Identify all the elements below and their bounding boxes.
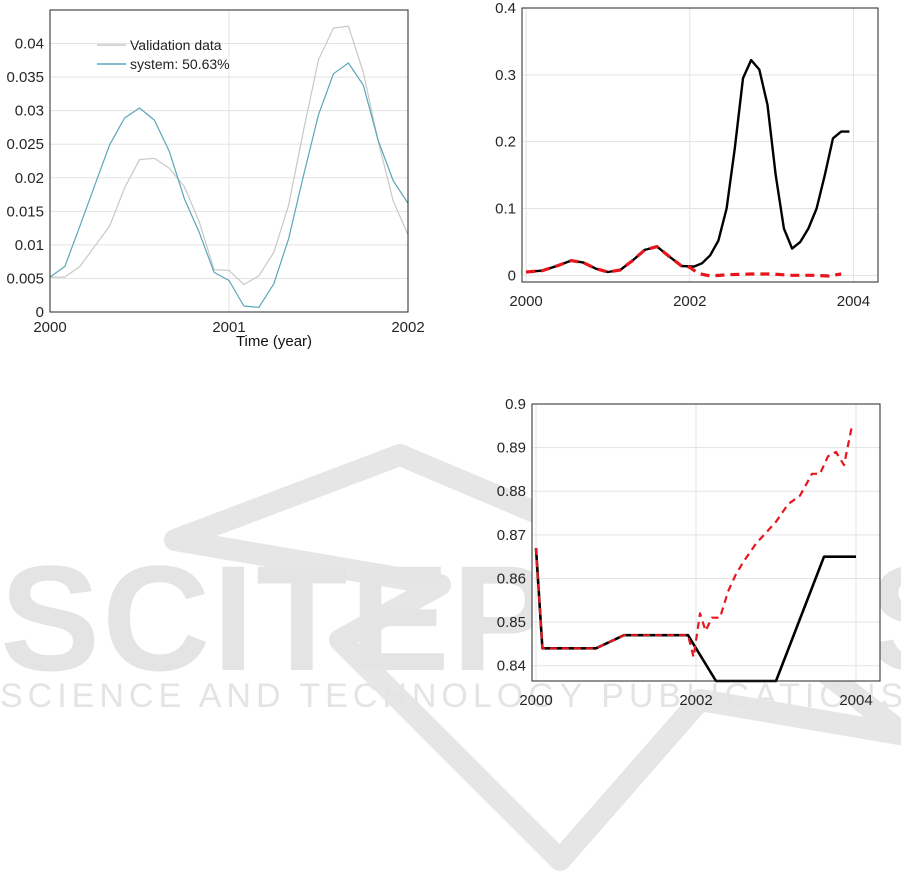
x-tick-label: 2002 xyxy=(679,692,712,709)
x-tick-label: 2002 xyxy=(391,319,424,336)
series-line-1 xyxy=(525,245,842,278)
y-tick-label: 0.88 xyxy=(497,483,526,500)
watermark-tagline: SCIENCE AND TECHNOLOGY PUBLICATIONS xyxy=(0,677,901,715)
y-tick-label: 0.84 xyxy=(497,658,526,675)
axes-frame xyxy=(49,9,409,313)
x-tick-label: 2000 xyxy=(519,692,552,709)
legend-entry-label: Validation data xyxy=(130,37,222,53)
x-tick-label: 2004 xyxy=(839,692,872,709)
legend: Validation data system: 50.63% xyxy=(97,37,230,72)
y-tick-label: 0.01 xyxy=(15,237,44,254)
x-tick-label: 2000 xyxy=(509,293,542,310)
series-line-0 xyxy=(534,547,856,683)
y-tick-label: 0 xyxy=(508,267,516,284)
y-tick-label: 0.4 xyxy=(495,0,516,17)
y-tick-label: 0.02 xyxy=(15,170,44,187)
y-tick-label: 0.035 xyxy=(6,69,44,86)
legend-entry-label: system: 50.63% xyxy=(130,56,230,72)
forecast-chart-top: 0 0.1 0.2 0.3 0.4 2000 2002 2004 xyxy=(495,0,879,310)
y-tick-label: 0.86 xyxy=(497,570,526,587)
y-tick-label: 0 xyxy=(36,304,44,321)
watermark-seal-shape xyxy=(164,444,901,871)
x-tick-label: 2004 xyxy=(837,293,870,310)
y-tick-label: 0.85 xyxy=(497,614,526,631)
y-tick-label: 0.04 xyxy=(15,36,44,53)
plot-area xyxy=(532,404,880,681)
y-tick-label: 0.1 xyxy=(495,200,516,217)
series-line-1 xyxy=(534,425,854,659)
y-tick-label: 0.005 xyxy=(6,270,44,287)
series-line-1 xyxy=(49,62,409,308)
y-tick-label: 0.3 xyxy=(495,67,516,84)
x-tick-label: 2002 xyxy=(673,293,706,310)
y-tick-label: 0.9 xyxy=(505,396,526,413)
plot-area xyxy=(522,8,878,282)
validation-chart: 0 0.005 0.01 0.015 0.02 0.025 0.03 0.035 0.04 200… xyxy=(6,9,425,350)
y-tick-label: 0.89 xyxy=(497,440,526,457)
x-axis-label: Time (year) xyxy=(236,333,312,350)
x-tick-label: 2000 xyxy=(33,319,66,336)
x-tick-label: 2001 xyxy=(212,319,245,336)
series-line-0 xyxy=(50,25,409,286)
y-tick-label: 0.03 xyxy=(15,103,44,120)
y-tick-label: 0.015 xyxy=(6,203,44,220)
y-tick-label: 0.2 xyxy=(495,134,516,151)
forecast-chart-bottom: 0.84 0.85 0.86 0.87 0.88 0.89 0.9 2000 2002 2004 xyxy=(497,396,881,709)
axes-frame xyxy=(521,7,879,283)
y-tick-label: 0.87 xyxy=(497,527,526,544)
axes-frame xyxy=(531,403,881,682)
y-tick-label: 0.025 xyxy=(6,136,44,153)
